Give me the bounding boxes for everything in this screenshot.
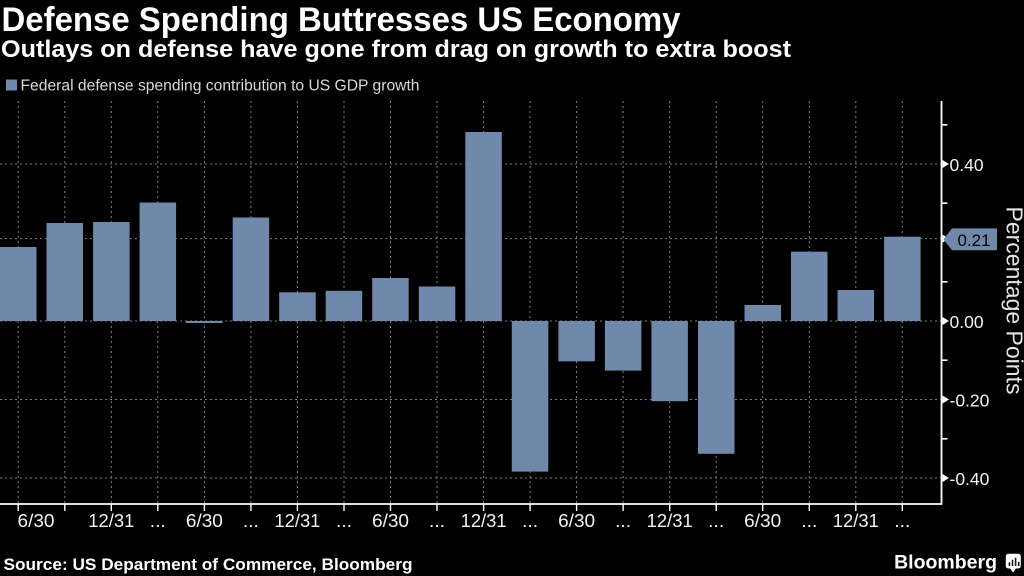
svg-text:Percentage Points: Percentage Points [1002, 207, 1024, 395]
svg-text:-0.20: -0.20 [950, 391, 990, 411]
svg-text:0.40: 0.40 [950, 155, 984, 175]
svg-text:...: ... [429, 511, 445, 531]
svg-text:12/31: 12/31 [647, 511, 693, 531]
svg-text:Defense Spending Buttresses US: Defense Spending Buttresses US Economy [2, 1, 681, 39]
svg-text:Federal defense spending contr: Federal defense spending contribution to… [21, 78, 420, 95]
svg-text:...: ... [243, 511, 259, 531]
svg-text:...: ... [708, 511, 724, 531]
svg-text:6/30: 6/30 [18, 511, 55, 531]
svg-text:-0.40: -0.40 [950, 469, 990, 489]
svg-text:12/31: 12/31 [88, 511, 134, 531]
svg-text:...: ... [336, 511, 352, 531]
svg-text:...: ... [894, 511, 910, 531]
svg-text:Source: US Department of Comme: Source: US Department of Commerce, Bloom… [4, 555, 413, 574]
svg-text:0.00: 0.00 [950, 312, 984, 332]
svg-text:...: ... [615, 511, 631, 531]
svg-text:6/30: 6/30 [372, 511, 409, 531]
svg-text:12/31: 12/31 [274, 511, 320, 531]
svg-text:0.21: 0.21 [957, 231, 990, 250]
svg-text:Outlays on defense have gone f: Outlays on defense have gone from drag o… [1, 36, 791, 63]
svg-text:6/30: 6/30 [558, 511, 595, 531]
svg-text:6/30: 6/30 [186, 511, 223, 531]
svg-text:...: ... [801, 511, 817, 531]
svg-text:6/30: 6/30 [744, 511, 781, 531]
svg-text:Bloomberg: Bloomberg [894, 552, 997, 574]
svg-text:...: ... [522, 511, 538, 531]
svg-text:12/31: 12/31 [461, 511, 507, 531]
svg-text:12/31: 12/31 [833, 511, 879, 531]
svg-text:...: ... [150, 511, 166, 531]
